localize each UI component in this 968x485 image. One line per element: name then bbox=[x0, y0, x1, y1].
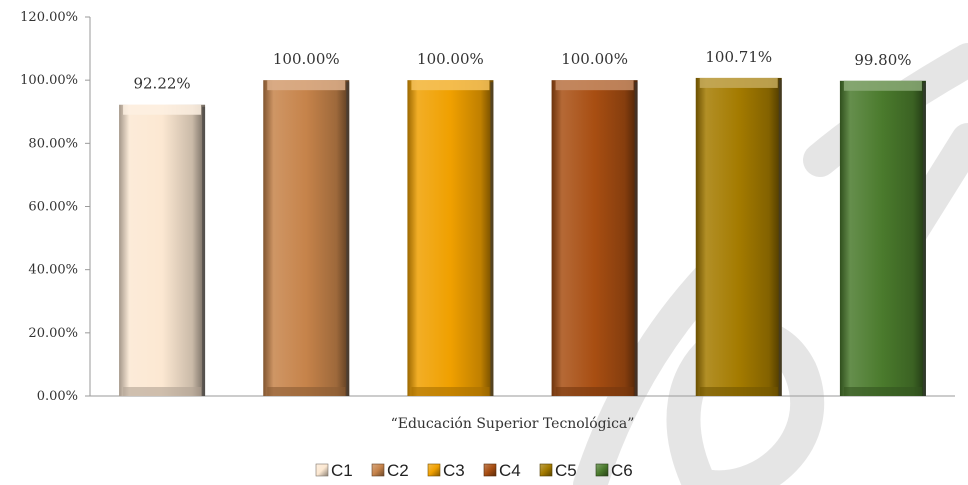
bar-shadow-edge bbox=[202, 106, 206, 397]
bar-bottom-bevel bbox=[267, 387, 346, 396]
legend-swatch bbox=[483, 463, 497, 477]
legend-swatch bbox=[595, 463, 609, 477]
legend-item-c4: C4 bbox=[483, 461, 521, 480]
legend-item-c1: C1 bbox=[315, 461, 353, 480]
legend-item-c2: C2 bbox=[371, 461, 409, 480]
legend-swatch bbox=[539, 463, 553, 477]
bar-shadow-edge bbox=[346, 82, 350, 397]
bar-bottom-bevel bbox=[699, 387, 778, 396]
y-tick-label: 80.00% bbox=[28, 136, 78, 151]
legend-item-c5: C5 bbox=[539, 461, 577, 480]
y-tick-label: 20.00% bbox=[28, 326, 78, 341]
bar-shadow-edge bbox=[922, 82, 926, 396]
y-tick-label: 40.00% bbox=[28, 263, 78, 278]
bar-c6 bbox=[839, 80, 926, 396]
legend-item-c3: C3 bbox=[427, 461, 465, 480]
bar-top-bevel bbox=[411, 80, 490, 91]
legend-label: C2 bbox=[387, 461, 409, 480]
bar-c4 bbox=[551, 80, 638, 397]
bar-c5 bbox=[695, 77, 782, 396]
bar-body bbox=[407, 80, 494, 397]
bar-top-bevel bbox=[699, 77, 778, 88]
bar-top-bevel bbox=[267, 80, 346, 91]
legend-label: C1 bbox=[331, 461, 353, 480]
bar-top-bevel bbox=[123, 104, 202, 115]
legend-label: C4 bbox=[499, 461, 521, 480]
bar-shadow-edge bbox=[490, 82, 494, 397]
data-label-c4: 100.00% bbox=[561, 50, 628, 68]
data-label-c1: 92.22% bbox=[133, 75, 190, 93]
bar-top-bevel bbox=[843, 80, 922, 91]
y-tick-label: 120.00% bbox=[20, 10, 78, 25]
bar-body bbox=[119, 104, 206, 397]
data-label-c2: 100.00% bbox=[273, 50, 340, 68]
bar-top-bevel bbox=[555, 80, 634, 91]
bar-bottom-bevel bbox=[555, 387, 634, 396]
bar-c1 bbox=[119, 104, 206, 397]
legend-swatch bbox=[427, 463, 441, 477]
legend-label: C3 bbox=[443, 461, 465, 480]
legend-swatch bbox=[315, 463, 329, 477]
y-tick-label: 60.00% bbox=[28, 200, 78, 215]
y-tick-label: 100.00% bbox=[20, 73, 78, 88]
data-labels: 92.22% 100.00% 100.00% 100.00% 100.71% 99.80% bbox=[133, 48, 911, 93]
bar-bottom-bevel bbox=[123, 387, 202, 396]
bar-body bbox=[695, 77, 782, 396]
data-label-c3: 100.00% bbox=[417, 50, 484, 68]
x-axis-title: “Educación Superior Tecnológica” bbox=[391, 416, 635, 432]
legend-swatch bbox=[371, 463, 385, 477]
legend-label: C5 bbox=[555, 461, 577, 480]
bars bbox=[119, 77, 926, 397]
bar-body bbox=[551, 80, 638, 397]
bar-bottom-bevel bbox=[411, 387, 490, 396]
legend: C1 C2 C3 C4 C5 C6 bbox=[315, 461, 633, 480]
bar-bottom-bevel bbox=[843, 387, 922, 396]
bar-shadow-edge bbox=[778, 79, 782, 396]
axes: 0.00% 20.00% 40.00% 60.00% 80.00% 100.00% 120.… bbox=[20, 10, 955, 404]
bar-c2 bbox=[263, 80, 350, 397]
bar-shadow-edge bbox=[634, 82, 638, 397]
legend-label: C6 bbox=[611, 461, 633, 480]
y-tick-label: 0.00% bbox=[37, 389, 78, 404]
data-label-c6: 99.80% bbox=[854, 51, 911, 69]
bar-body bbox=[263, 80, 350, 397]
data-label-c5: 100.71% bbox=[705, 48, 772, 66]
legend-item-c6: C6 bbox=[595, 461, 633, 480]
bar-c3 bbox=[407, 80, 494, 397]
bar-body bbox=[839, 80, 926, 396]
